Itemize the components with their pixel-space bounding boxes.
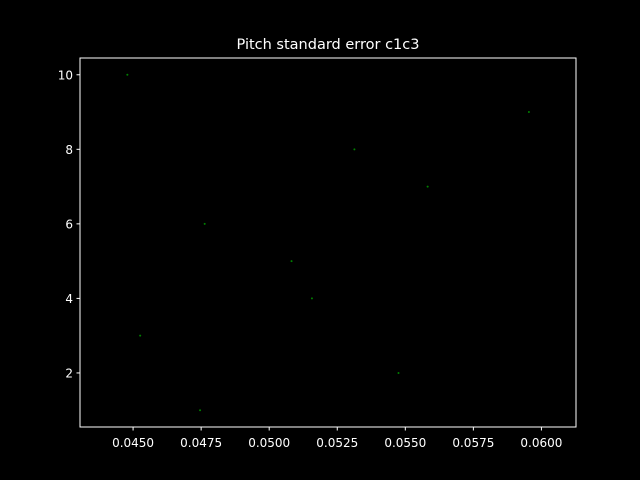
chart-title: Pitch standard error c1c3 — [237, 37, 420, 53]
points-layer — [126, 73, 530, 412]
y-tick-label: 4 — [65, 292, 73, 306]
y-tick-label: 10 — [58, 68, 73, 82]
plot-frame — [79, 57, 577, 428]
x-tick-label: 0.0550 — [384, 436, 426, 450]
x-tick-label: 0.0450 — [112, 436, 154, 450]
data-point-5 — [290, 260, 293, 263]
data-point-4 — [310, 297, 313, 300]
y-tick-label: 6 — [65, 217, 73, 231]
data-point-8 — [353, 148, 356, 151]
x-tick-label: 0.0600 — [520, 436, 562, 450]
x-tick-label: 0.0525 — [316, 436, 358, 450]
x-tick-label: 0.0500 — [248, 436, 290, 450]
y-axis: 2 4 6 8 10 — [58, 68, 80, 380]
data-point-3 — [139, 334, 142, 337]
data-point-6 — [203, 222, 206, 225]
data-point-9 — [527, 111, 530, 114]
x-axis: 0.0450 0.0475 0.0500 0.0525 0.0550 0.0575 0.06… — [112, 427, 562, 450]
data-point-1 — [199, 409, 202, 412]
data-point-7 — [426, 185, 429, 188]
data-point-10 — [126, 73, 129, 76]
x-tick-label: 0.0575 — [452, 436, 494, 450]
x-tick-label: 0.0475 — [180, 436, 222, 450]
y-tick-label: 2 — [65, 366, 73, 380]
data-point-2 — [397, 371, 400, 374]
y-tick-label: 8 — [65, 143, 73, 157]
